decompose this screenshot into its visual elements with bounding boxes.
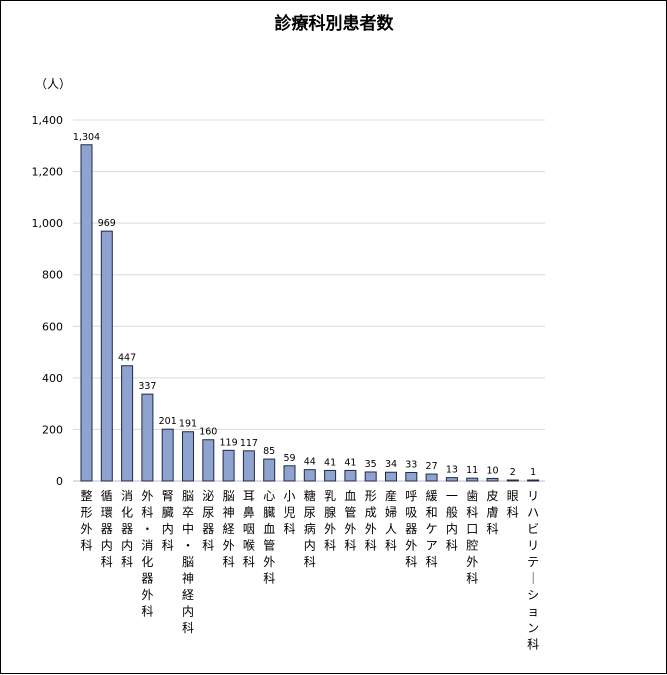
bar: [121, 365, 134, 482]
data-label: 34: [385, 459, 397, 470]
y-tick-label: 800: [42, 269, 63, 282]
x-tick-label: 小児科: [283, 489, 295, 536]
x-tick-label: 乳腺外科: [324, 489, 336, 553]
data-label: 160: [199, 427, 217, 438]
x-tick-label: 耳鼻咽喉科: [243, 489, 255, 569]
x-tick-label: 脳神経外科: [223, 489, 235, 569]
data-label: 11: [466, 465, 478, 476]
y-axis-ticks: 0 200 400 600 800 1,000 1,200 1,400: [32, 114, 64, 488]
bar: [405, 471, 418, 482]
x-tick-label: 歯科口腔外科: [466, 489, 478, 586]
y-tick-label: 0: [56, 475, 63, 488]
data-label: 33: [405, 459, 417, 470]
x-tick-label: 整形外科: [80, 488, 92, 553]
x-tick-label: 脳卒中・脳神経内科: [182, 489, 194, 635]
bar: [425, 473, 438, 482]
data-label: 1: [530, 467, 536, 478]
x-tick-label: 泌尿器科: [202, 489, 214, 553]
data-label: 2: [510, 467, 516, 478]
bar: [486, 477, 499, 482]
x-tick-label: 一般内科: [446, 489, 458, 553]
data-label: 59: [283, 453, 295, 464]
data-label: 13: [446, 465, 458, 476]
x-tick-label: 外科・消化器外科: [141, 489, 153, 619]
data-label: 85: [263, 446, 275, 457]
data-label: 27: [426, 461, 438, 472]
y-tick-label: 1,000: [32, 217, 64, 230]
bar: [445, 477, 458, 482]
data-label: 201: [159, 416, 177, 427]
data-label: 41: [344, 457, 356, 468]
bar: [466, 477, 479, 482]
x-tick-label: 循環器内科: [101, 489, 113, 569]
bar: [242, 450, 255, 482]
bar: [324, 469, 337, 482]
data-label: 119: [220, 437, 238, 448]
data-label: 41: [324, 457, 336, 468]
y-tick-label: 1,400: [32, 114, 64, 127]
bar: [182, 431, 194, 482]
x-tick-label: 皮膚科: [486, 489, 498, 536]
bar: [385, 471, 397, 482]
bar: [506, 479, 519, 482]
x-tick-label: 眼科: [507, 489, 519, 520]
bar: [222, 449, 235, 482]
bars: [80, 144, 540, 482]
x-tick-label: 心臓血管外科: [263, 489, 275, 586]
y-tick-label: 600: [42, 320, 63, 333]
x-tick-label: 形成外科: [365, 489, 377, 553]
x-tick-label: 糖尿病内科: [304, 488, 316, 569]
data-label: 969: [98, 218, 116, 229]
data-label: 191: [179, 419, 197, 430]
data-label: 10: [486, 465, 498, 476]
bar: [141, 393, 154, 482]
x-tick-label: 緩和ケア科: [426, 489, 438, 569]
data-label: 35: [365, 459, 377, 470]
x-tick-label: 血管外科: [344, 489, 356, 553]
bar: [344, 469, 357, 482]
data-label: 1,304: [73, 132, 100, 143]
data-label: 447: [118, 353, 136, 364]
x-axis-labels: 整形外科循環器内科消化器内科外科・消化器外科腎臓内科脳卒中・脳神経内科泌尿器科脳…: [80, 488, 539, 652]
chart-title: 診療科別患者数: [275, 13, 395, 34]
y-tick-label: 400: [42, 372, 63, 385]
y-axis-unit-label: （人）: [35, 77, 71, 91]
bar: [202, 439, 215, 482]
data-label: 117: [240, 438, 258, 449]
data-label: 44: [304, 457, 316, 468]
bar: [80, 144, 93, 482]
bar: [364, 471, 377, 482]
bar: [161, 428, 174, 482]
bar: [100, 230, 113, 482]
x-tick-label: リハビリテ｜ション科: [527, 489, 539, 652]
x-tick-label: 呼吸器外科: [405, 489, 417, 569]
data-label: 337: [138, 381, 156, 392]
x-tick-label: 産婦人科: [385, 488, 397, 553]
bar: [527, 479, 540, 482]
y-tick-label: 1,200: [32, 166, 64, 179]
bar: [283, 465, 296, 482]
bar: [303, 469, 316, 482]
bar: [263, 458, 276, 482]
x-tick-label: 腎臓内科: [162, 489, 174, 553]
y-tick-label: 200: [42, 423, 63, 436]
x-tick-label: 消化器内科: [121, 489, 133, 569]
